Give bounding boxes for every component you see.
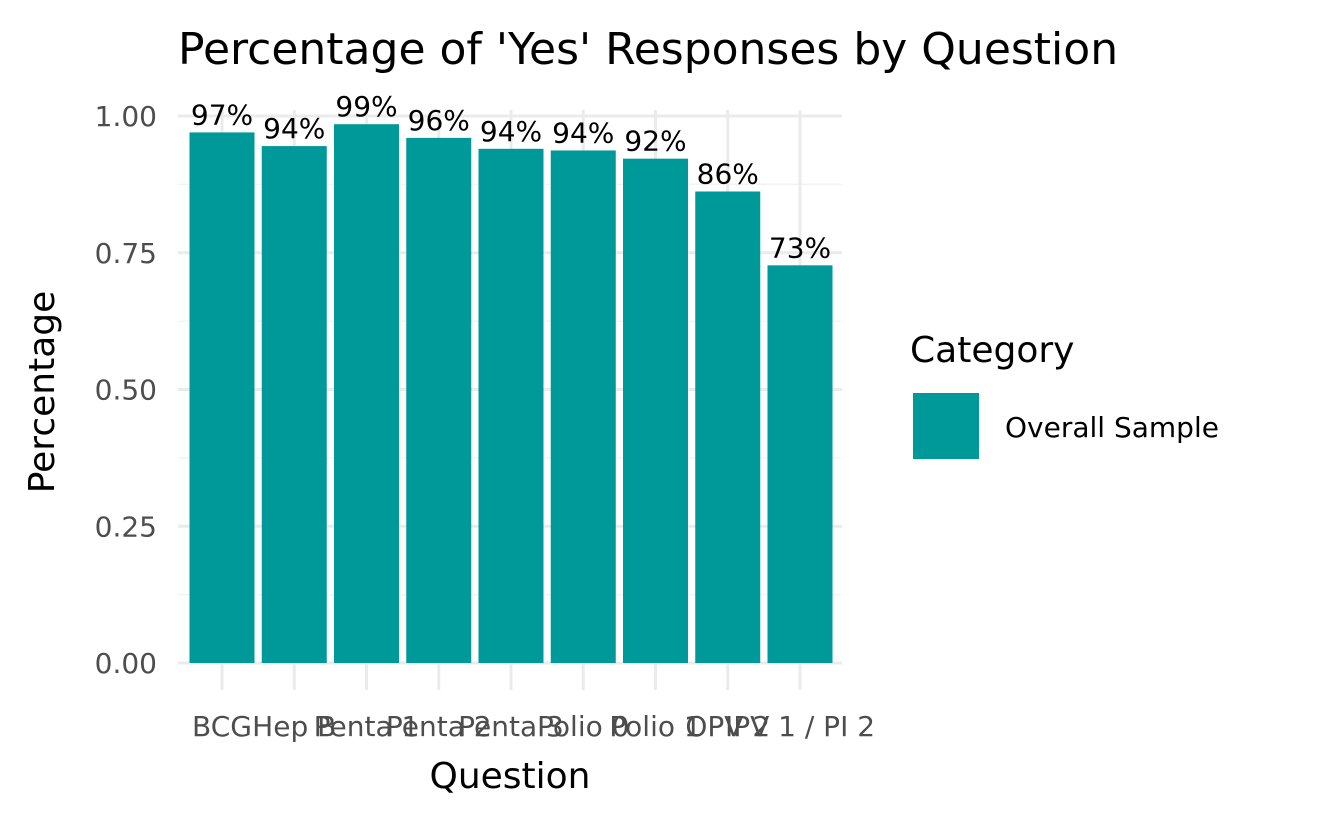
x-axis-title: Question <box>429 756 590 797</box>
y-tick-label: 1.00 <box>95 100 157 133</box>
bar <box>478 148 544 663</box>
x-tick-label: BCG <box>192 710 252 743</box>
x-tick-label: Penta 1 <box>314 710 420 743</box>
bar <box>767 265 833 663</box>
y-tick-label: 0.25 <box>95 510 157 543</box>
data-label: 97% <box>191 98 253 131</box>
data-label: 99% <box>335 90 397 123</box>
x-tick-label: Hep B <box>252 710 336 743</box>
bar <box>406 137 472 663</box>
x-tick-label: Penta 2 <box>386 710 492 743</box>
data-label: 94% <box>263 112 325 145</box>
bar <box>550 150 616 663</box>
chart-title: Percentage of 'Yes' Responses by Questio… <box>178 24 1118 75</box>
bar <box>261 146 327 663</box>
legend: Category Overall Sample <box>910 330 1219 459</box>
bars <box>189 124 833 663</box>
data-labels: 97% 94% 99% 96% 94% 94% 92% 86% 73% <box>191 90 831 264</box>
y-tick-label: 0.50 <box>95 374 157 407</box>
bar <box>334 124 399 663</box>
x-tick-label: Polio 0 <box>537 710 629 743</box>
x-tick-label: IPV 1 / PI 2 <box>725 710 875 743</box>
x-tick-label: Polio 1 <box>609 710 701 743</box>
bar <box>189 132 255 663</box>
bar <box>623 158 688 663</box>
y-axis-title: Percentage <box>22 291 63 494</box>
y-tick-label: 0.00 <box>95 647 157 680</box>
data-label: 94% <box>480 115 542 148</box>
legend-title: Category <box>910 330 1074 371</box>
y-tick-label: 0.75 <box>95 237 157 270</box>
x-tick-label: Penta 3 <box>458 710 564 743</box>
data-label: 94% <box>552 116 614 149</box>
y-axis-ticks: 0.00 0.25 0.50 0.75 1.00 <box>95 100 157 680</box>
x-tick-label: OPV 2 <box>685 710 770 743</box>
legend-key-overall-sample <box>913 393 979 459</box>
data-label: 96% <box>408 104 470 137</box>
data-label: 86% <box>697 157 759 190</box>
data-label: 73% <box>769 231 831 264</box>
bar <box>695 191 761 663</box>
data-label: 92% <box>624 125 686 158</box>
legend-label-overall-sample: Overall Sample <box>1005 411 1219 444</box>
